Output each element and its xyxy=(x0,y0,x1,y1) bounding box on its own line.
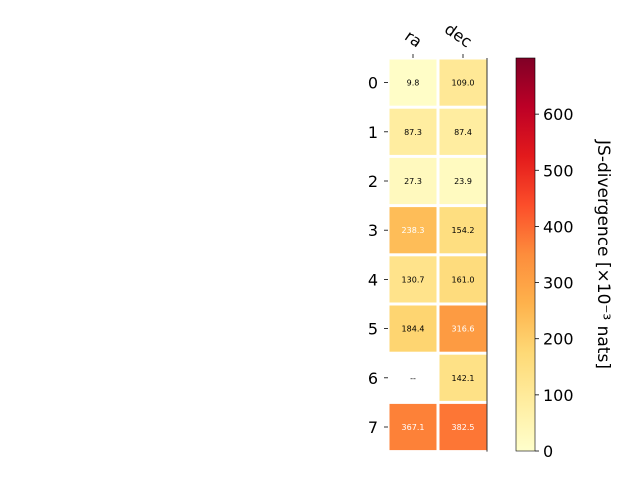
row-label: 0 xyxy=(368,74,378,93)
row-label: 3 xyxy=(368,221,378,240)
column-label: ra xyxy=(401,26,425,51)
row-label: 4 xyxy=(368,270,378,289)
cell-label: 316.6 xyxy=(452,325,475,334)
cell-label: 87.4 xyxy=(454,128,472,137)
row-label: 5 xyxy=(368,320,378,339)
cell-label: 130.7 xyxy=(402,275,425,284)
heatmap-cell xyxy=(389,207,437,254)
heatmap-cell xyxy=(439,354,487,401)
heatmap-area: 9.8 109.0 0 87.3 87.4 1 27.3 23.9 2 238.3 154.2 3 13… xyxy=(368,19,488,452)
heatmap-cell xyxy=(439,207,487,254)
cell-label: 382.5 xyxy=(452,423,475,432)
cell-label: 87.3 xyxy=(404,128,422,137)
row-label: 6 xyxy=(368,369,378,388)
cell-label: 27.3 xyxy=(404,177,422,186)
colorbar-tick-label: 100 xyxy=(543,386,574,405)
colorbar-tick-label: 600 xyxy=(543,105,574,124)
heatmap-cell xyxy=(439,403,487,451)
heatmap-cell xyxy=(439,157,487,205)
heatmap-cell xyxy=(439,59,487,106)
cell-label: 142.1 xyxy=(452,374,475,383)
cell-label: 23.9 xyxy=(454,177,472,186)
heatmap-cell xyxy=(389,157,437,205)
cell-label: 9.8 xyxy=(407,79,420,88)
colorbar-tick-label: 400 xyxy=(543,217,574,236)
cell-label: -- xyxy=(410,374,416,383)
column-label: dec xyxy=(441,19,475,51)
cell-label: 154.2 xyxy=(452,226,475,235)
colorbar-gradient xyxy=(515,57,536,452)
heatmap-cell xyxy=(439,108,487,155)
heatmap-cell xyxy=(389,403,437,451)
cell-label: 184.4 xyxy=(402,325,425,334)
cell-label: 367.1 xyxy=(402,423,425,432)
colorbar: 0 100 200 300 400 500 600 JS-divergence [×10⁻³ … xyxy=(515,57,613,461)
colorbar-tick-label: 200 xyxy=(543,330,574,349)
heatmap-cell xyxy=(389,108,437,155)
colorbar-tick-label: 500 xyxy=(543,161,574,180)
heatmap-cell xyxy=(439,305,487,352)
colorbar-tick-label: 300 xyxy=(543,274,574,293)
cell-label: 238.3 xyxy=(402,226,425,235)
row-label: 7 xyxy=(368,418,378,437)
heatmap-cell xyxy=(389,305,437,352)
colorbar-tick-label: 0 xyxy=(543,442,553,461)
row-label: 1 xyxy=(368,123,378,142)
heatmap-cell xyxy=(389,256,437,303)
cell-label: 161.0 xyxy=(452,275,475,284)
heatmap-cell xyxy=(389,59,437,106)
cell-label: 109.0 xyxy=(452,79,475,88)
row-label: 2 xyxy=(368,172,378,191)
colorbar-label: JS-divergence [×10⁻³ nats] xyxy=(593,139,613,369)
heatmap-cell xyxy=(439,256,487,303)
